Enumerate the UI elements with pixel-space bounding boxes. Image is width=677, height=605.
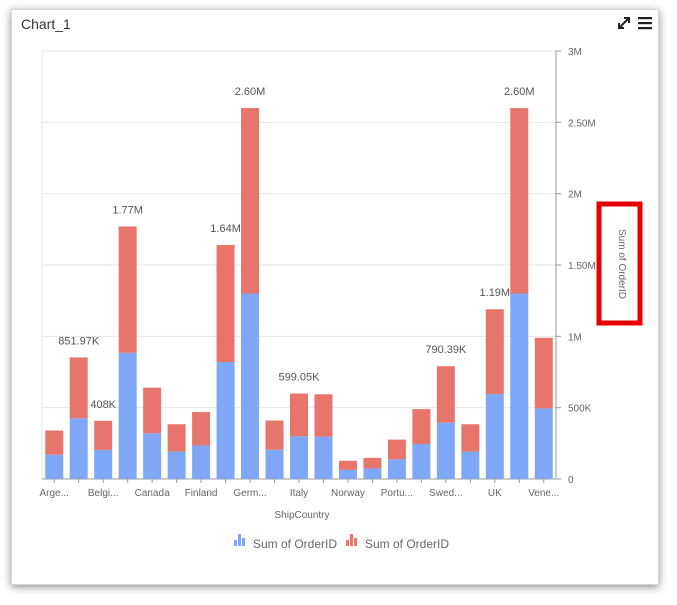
x-tick-label: UK [488,488,502,499]
y-tick-label: 0 [568,475,574,486]
bar-series1[interactable] [143,433,162,479]
bar-series2[interactable] [485,309,504,395]
y-tick-label: 1.50M [568,261,596,272]
data-label: 790.39K [425,344,467,356]
bar-series1[interactable] [192,445,211,479]
x-tick-label: Arge... [40,488,69,499]
legend-bar-icon [350,534,353,546]
legend-bar-icon [234,540,237,546]
y-tick-label: 2M [568,190,582,201]
bar-series1[interactable] [45,454,64,479]
bar-series1[interactable] [265,449,284,479]
data-label: 2.60M [504,86,535,98]
bar-series2[interactable] [436,366,455,423]
legend-item-label: Sum of OrderID [365,537,449,551]
x-axis-title: ShipCountry [274,510,329,521]
data-label: 408K [90,399,116,411]
bar-series1[interactable] [461,451,480,479]
bar-series1[interactable] [338,469,357,479]
y-tick-label: 2.50M [568,118,596,129]
bar-series1[interactable] [94,449,113,479]
data-label: 851.97K [58,335,100,347]
bar-series1[interactable] [485,394,504,479]
x-tick-label: Canada [135,488,170,499]
bar-series1[interactable] [387,459,406,479]
x-tick-label: Germ... [233,488,266,499]
bar-series2[interactable] [290,393,308,437]
bar-series2[interactable] [412,409,431,445]
bar-series2[interactable] [192,411,211,446]
bar-series2[interactable] [143,387,162,434]
x-tick-label: Swed... [429,488,462,499]
data-label: 599.05K [279,372,321,384]
bar-series1[interactable] [290,436,308,479]
bar-series2[interactable] [363,457,382,469]
bar-series2[interactable] [534,337,553,409]
bar-series1[interactable] [436,422,455,479]
x-tick-label: Italy [290,488,308,499]
bar-series1[interactable] [118,352,137,479]
legend-bar-icon [354,538,357,546]
bar-series1[interactable] [167,451,186,479]
data-label: 1.77M [112,204,143,216]
bar-series1[interactable] [314,436,333,479]
bar-series2[interactable] [387,439,406,460]
x-tick-label: Norway [331,488,365,499]
data-label: 2.60M [235,86,266,98]
legend-bar-icon [242,538,245,546]
bar-series2[interactable] [118,226,137,353]
y-tick-label: 500K [568,404,592,415]
bar-series2[interactable] [241,108,260,294]
bar-series2[interactable] [314,394,333,437]
x-tick-label: Belgi... [88,488,119,499]
legend-bar-icon [238,534,241,546]
data-label: 1.64M [210,223,241,235]
bar-series1[interactable] [510,293,529,479]
bar-series1[interactable] [363,468,382,479]
bar-series2[interactable] [69,357,88,419]
bar-series2[interactable] [265,420,284,450]
bar-series1[interactable] [216,362,235,479]
bar-series1[interactable] [412,444,431,479]
y-tick-label: 1M [568,332,582,343]
bar-series2[interactable] [167,424,186,452]
bar-series2[interactable] [94,420,113,450]
expand-icon[interactable] [615,14,633,32]
chart-title: Chart_1 [21,16,71,32]
bar-series2[interactable] [216,245,235,363]
bar-series1[interactable] [534,408,553,479]
legend-bar-icon [346,540,349,546]
hamburger-menu-icon[interactable] [636,14,654,32]
x-tick-label: Vene... [528,488,559,499]
legend-item-label: Sum of OrderID [253,537,337,551]
highlight-box [596,201,643,326]
bar-series2[interactable] [45,430,64,455]
bar-series2[interactable] [338,460,357,470]
x-tick-label: Portu... [381,488,413,499]
y-axis-title: Sum of OrderID [616,229,627,299]
bar-series1[interactable] [69,418,88,479]
bar-series1[interactable] [241,293,260,479]
bar-series2[interactable] [461,424,480,452]
bar-series2[interactable] [510,108,529,294]
x-tick-label: Finland [185,488,218,499]
y-tick-label: 3M [568,47,582,58]
data-label: 1.19M [480,287,511,299]
